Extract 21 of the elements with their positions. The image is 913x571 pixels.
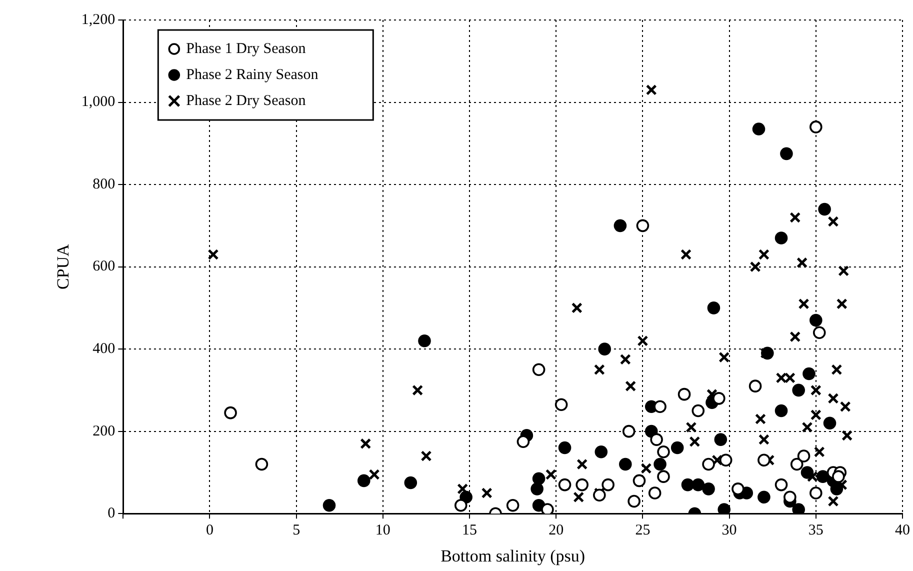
y-tick-label: 400 (92, 341, 116, 358)
y-tick-label: 800 (92, 176, 116, 192)
x-axis-title: Bottom salinity (psu) (440, 546, 586, 566)
y-tick-label: 0 (108, 506, 116, 522)
x-tick-label: 10 (375, 522, 390, 539)
legend-label: Phase 2 Dry Season (186, 92, 306, 109)
legend-label: Phase 2 Rainy Season (186, 66, 319, 83)
y-tick-label: 200 (92, 423, 116, 440)
y-tick-label: 1,000 (81, 94, 116, 110)
legend-label: Phase 1 Dry Season (186, 40, 306, 57)
y-tick-label: 1,200 (81, 12, 116, 28)
x-tick-label: 5 (292, 522, 300, 539)
x-tick-label: 40 (895, 522, 910, 539)
x-tick-label: 0 (206, 522, 214, 539)
x-tick-label: 25 (635, 522, 650, 539)
x-tick-label: 30 (722, 522, 737, 539)
y-axis-title: CPUA (54, 243, 73, 290)
x-tick-label: 15 (462, 522, 478, 539)
x-tick-label: 20 (548, 522, 564, 539)
x-tick-label: 35 (808, 522, 824, 539)
y-tick-label: 600 (92, 258, 116, 275)
